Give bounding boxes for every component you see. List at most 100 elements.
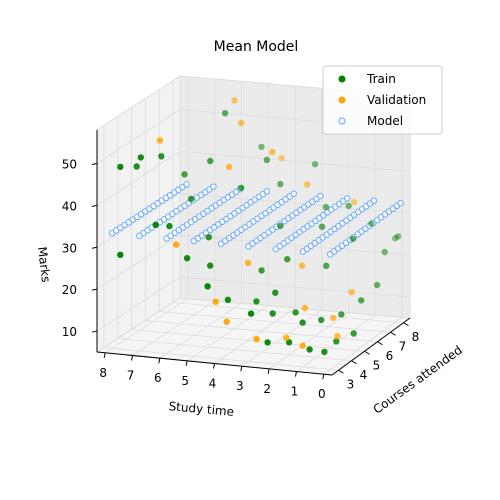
train-point <box>306 346 313 353</box>
validation-point <box>330 314 337 322</box>
legend-frame <box>322 65 443 135</box>
legend-marker-model <box>338 117 346 125</box>
train-point <box>284 256 291 263</box>
train-point <box>350 330 357 337</box>
legend-label-validation: Validation <box>367 93 426 107</box>
train-point <box>318 223 326 230</box>
x-tick-label: 8 <box>99 366 107 380</box>
train-point <box>272 289 279 296</box>
train-point <box>152 221 159 228</box>
validation-point <box>253 336 260 343</box>
train-point <box>277 222 284 230</box>
y-tick-label: 7 <box>399 339 407 353</box>
validation-point <box>298 262 306 269</box>
train-point <box>188 195 195 203</box>
y-tick-mark <box>338 369 344 374</box>
train-point <box>338 311 345 318</box>
grid-line-y <box>172 80 404 324</box>
train-point <box>318 316 325 324</box>
x-tick-mark <box>240 366 243 372</box>
x-tick-label: 7 <box>127 368 135 382</box>
grid-lines <box>96 76 411 375</box>
z-axis-title: Marks <box>35 246 53 283</box>
grid-line-x <box>323 95 403 375</box>
chart-title: Mean Model <box>214 39 299 55</box>
train-point <box>263 156 270 164</box>
x-tick-mark <box>267 368 270 374</box>
z-tick-mark <box>91 204 98 207</box>
x-tick-mark <box>103 352 106 358</box>
train-point <box>333 338 340 345</box>
model-point <box>397 199 404 207</box>
model-point <box>317 192 324 200</box>
train-point <box>292 309 299 316</box>
data-marks <box>108 97 404 356</box>
train-point <box>117 251 124 258</box>
validation-point <box>212 298 219 305</box>
validation-point <box>278 154 285 162</box>
validation-point <box>156 137 164 144</box>
x-tick-label: 1 <box>291 385 299 399</box>
validation-point <box>225 163 233 171</box>
train-point <box>183 255 191 262</box>
y-tick-mark <box>364 350 370 355</box>
grid-line-x <box>104 76 189 354</box>
train-point <box>392 235 399 242</box>
z-tick-label: 10 <box>62 325 77 339</box>
validation-point <box>301 304 309 312</box>
train-point <box>323 262 330 269</box>
y-tick-label: 8 <box>412 330 420 344</box>
legend-marker-train <box>338 75 346 83</box>
validation-point <box>173 241 180 248</box>
validation-point <box>299 342 306 349</box>
z-tick-label: 20 <box>62 283 77 297</box>
train-point <box>133 163 140 170</box>
y-axis-line <box>331 317 411 376</box>
train-point <box>158 153 165 160</box>
train-point <box>321 348 328 356</box>
train-point <box>253 298 260 305</box>
x-tick-mark <box>158 358 161 364</box>
validation-point <box>283 334 290 341</box>
z-tick-mark <box>91 330 98 333</box>
y-tick-mark <box>377 341 383 346</box>
x-tick-mark <box>213 363 215 369</box>
train-point <box>277 180 284 188</box>
grid-line-x <box>268 90 349 370</box>
validation-point <box>348 289 355 296</box>
train-point <box>207 157 214 165</box>
x-tick-label: 3 <box>236 379 244 393</box>
y-tick-mark <box>351 360 357 365</box>
train-point <box>358 297 365 304</box>
train-point <box>221 110 229 117</box>
x-tick-mark <box>322 374 325 380</box>
validation-point <box>334 333 341 340</box>
y-tick-label: 4 <box>360 368 368 382</box>
grid-line-x <box>159 81 242 359</box>
x-tick-mark <box>185 360 188 366</box>
train-point <box>258 143 265 151</box>
x-tick-label: 2 <box>263 382 271 396</box>
legend-marker-validation <box>338 96 346 104</box>
x-tick-label: 0 <box>318 387 326 401</box>
x-axis-title: Study time <box>168 399 235 419</box>
z-tick-mark <box>91 246 98 249</box>
legend: Train Validation Model <box>322 65 443 135</box>
train-point <box>345 202 352 210</box>
train-point <box>117 163 124 171</box>
train-point <box>247 310 255 317</box>
z-tick-label: 40 <box>62 199 77 213</box>
model-point <box>210 183 217 190</box>
x-tick-label: 5 <box>181 374 189 388</box>
x-tick-label: 4 <box>209 377 217 391</box>
model-point <box>290 190 297 197</box>
y-tick-mark <box>403 322 409 327</box>
train-point <box>264 339 271 346</box>
validation-point <box>231 97 238 104</box>
train-point <box>349 235 357 242</box>
train-point <box>204 283 211 290</box>
validation-point <box>304 181 311 188</box>
x-tick-mark <box>131 355 134 361</box>
validation-point <box>350 199 358 206</box>
train-point <box>368 220 375 227</box>
